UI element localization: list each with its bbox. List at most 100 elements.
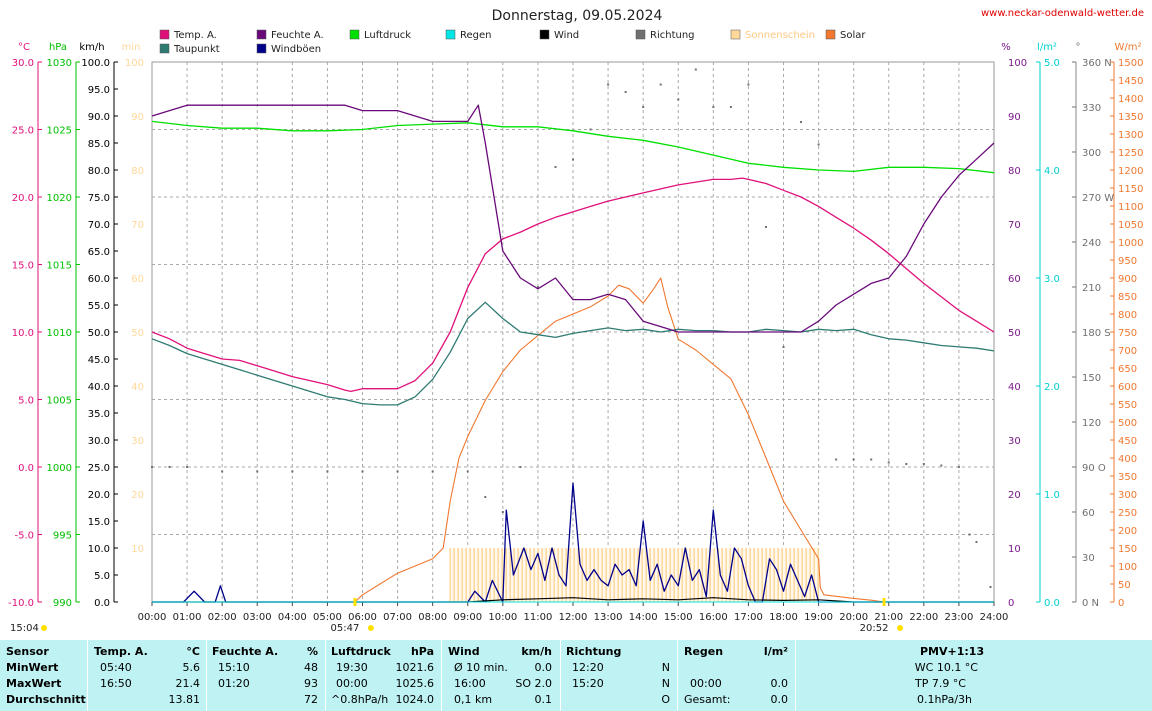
stats-cell: 0.0 bbox=[770, 677, 789, 690]
stats-header-temp-unit: °C bbox=[186, 645, 200, 658]
stats-header-luft-unit: hPa bbox=[410, 645, 434, 658]
tick-wind: 15.0 bbox=[88, 517, 110, 528]
stats-row-label: Durchschnitt bbox=[6, 693, 86, 706]
tick-wind: 75.0 bbox=[88, 193, 110, 204]
axis-ticks: 30.025.020.015.010.05.00.0-5.0-10.010301… bbox=[8, 58, 1143, 623]
direction-point bbox=[747, 83, 750, 86]
stats-cell: 48 bbox=[304, 661, 318, 674]
stats-cell: TP 7.9 °C bbox=[914, 677, 966, 690]
direction-point bbox=[764, 226, 767, 228]
tick-humidity: 80 bbox=[1008, 166, 1021, 177]
tick-x: 21:00 bbox=[874, 612, 903, 623]
tick-x: 17:00 bbox=[734, 612, 763, 623]
tick-x: 11:00 bbox=[524, 612, 553, 623]
tick-solar: 200 bbox=[1118, 526, 1137, 537]
tick-solar: 1250 bbox=[1118, 148, 1143, 159]
tick-humidity: 10 bbox=[1008, 544, 1021, 555]
weather-chart: Donnerstag, 09.05.2024 www.neckar-odenwa… bbox=[8, 8, 1144, 634]
tick-dir: 0 N bbox=[1082, 598, 1099, 609]
tick-sunmin: 30 bbox=[131, 436, 144, 447]
series-solar bbox=[354, 277, 885, 603]
direction-point bbox=[168, 466, 171, 468]
tick-pressure: 990 bbox=[53, 598, 72, 609]
tick-humidity: 90 bbox=[1008, 112, 1021, 123]
stats-header-pmv: PMV+1:13 bbox=[920, 645, 985, 658]
series-taupunkt bbox=[151, 301, 995, 406]
tick-pressure: 1010 bbox=[47, 328, 72, 339]
tick-x: 15:00 bbox=[664, 612, 693, 623]
tick-dir: 90 O bbox=[1082, 463, 1106, 474]
stats-cell: 0.1 bbox=[534, 693, 553, 706]
tick-rain: 2.0 bbox=[1044, 382, 1060, 393]
tick-wind: 50.0 bbox=[88, 328, 110, 339]
tick-pressure: 995 bbox=[53, 531, 72, 542]
stats-cell: 13.81 bbox=[168, 693, 201, 706]
tick-solar: 400 bbox=[1118, 454, 1137, 465]
tick-dir: 60 bbox=[1082, 508, 1095, 519]
tick-dir: 210 bbox=[1082, 283, 1101, 294]
legend-swatch bbox=[825, 29, 836, 40]
tick-x: 00:00 bbox=[138, 612, 167, 623]
direction-point bbox=[659, 83, 662, 86]
legend: Temp. A. Taupunkt Feuchte A. Windböen Luftdr… bbox=[159, 29, 866, 55]
tick-wind: 35.0 bbox=[88, 409, 110, 420]
tick-sunmin: 50 bbox=[131, 328, 144, 339]
stats-header-regen: Regen bbox=[684, 645, 724, 658]
tick-sunmin: 70 bbox=[131, 220, 144, 231]
tick-solar: 1150 bbox=[1118, 184, 1143, 195]
tick-rain: 3.0 bbox=[1044, 274, 1060, 285]
tick-solar: 1500 bbox=[1118, 58, 1143, 69]
tick-solar: 1300 bbox=[1118, 130, 1143, 141]
direction-point bbox=[361, 470, 364, 473]
legend-swatch bbox=[256, 43, 267, 54]
tick-humidity: 60 bbox=[1008, 274, 1021, 285]
direction-point bbox=[800, 121, 803, 123]
stats-header-sensor: Sensor bbox=[6, 645, 49, 658]
direction-point bbox=[905, 463, 908, 465]
tick-solar: 150 bbox=[1118, 544, 1137, 555]
legend-label: Regen bbox=[460, 30, 492, 41]
series-temp-a- bbox=[151, 177, 995, 393]
direction-point bbox=[922, 463, 925, 465]
legend-swatch bbox=[635, 29, 646, 40]
tick-dir: 330 bbox=[1082, 103, 1101, 114]
stats-cell: N bbox=[661, 677, 670, 690]
tick-solar: 900 bbox=[1118, 274, 1137, 285]
stats-header-feuchte: Feuchte A. bbox=[212, 645, 279, 658]
stats-cell: 0,1 km bbox=[454, 693, 493, 706]
tick-solar: 250 bbox=[1118, 508, 1137, 519]
tick-wind: 60.0 bbox=[88, 274, 110, 285]
tick-pressure: 1020 bbox=[47, 193, 72, 204]
tick-x: 02:00 bbox=[208, 612, 237, 623]
tick-wind: 95.0 bbox=[88, 85, 110, 96]
tick-x: 20:00 bbox=[839, 612, 868, 623]
tick-wind: 30.0 bbox=[88, 436, 110, 447]
axis-unit-temp: °C bbox=[18, 42, 30, 53]
direction-point bbox=[887, 461, 890, 464]
tick-x: 13:00 bbox=[594, 612, 623, 623]
stats-cell: 93 bbox=[304, 677, 318, 690]
tick-solar: 500 bbox=[1118, 418, 1137, 429]
tick-solar: 1400 bbox=[1118, 94, 1143, 105]
sunrise-time: 05:47 bbox=[330, 623, 359, 634]
stats-cell: 1024.0 bbox=[395, 693, 435, 706]
direction-point bbox=[968, 533, 971, 536]
tick-wind: 10.0 bbox=[88, 544, 110, 555]
stats-cell: 21.4 bbox=[175, 677, 201, 690]
stats-divider bbox=[325, 640, 326, 711]
tick-temp: 15.0 bbox=[12, 261, 34, 272]
website-link[interactable]: www.neckar-odenwald-wetter.de bbox=[981, 8, 1144, 19]
axis-unit-pressure: hPa bbox=[49, 42, 67, 53]
tick-solar: 650 bbox=[1118, 364, 1137, 375]
direction-point bbox=[677, 98, 680, 101]
tick-wind: 100.0 bbox=[81, 58, 110, 69]
tick-x: 22:00 bbox=[909, 612, 938, 623]
direction-point bbox=[396, 470, 399, 473]
legend-label: Windböen bbox=[271, 44, 321, 55]
stats-table: Sensor Temp. A. °C Feuchte A. % Luftdruc… bbox=[0, 640, 1152, 711]
tick-solar: 450 bbox=[1118, 436, 1137, 447]
direction-point bbox=[729, 106, 732, 108]
legend-swatch bbox=[349, 29, 360, 40]
direction-point bbox=[607, 83, 610, 86]
stats-header-luft: Luftdruck bbox=[331, 645, 391, 658]
